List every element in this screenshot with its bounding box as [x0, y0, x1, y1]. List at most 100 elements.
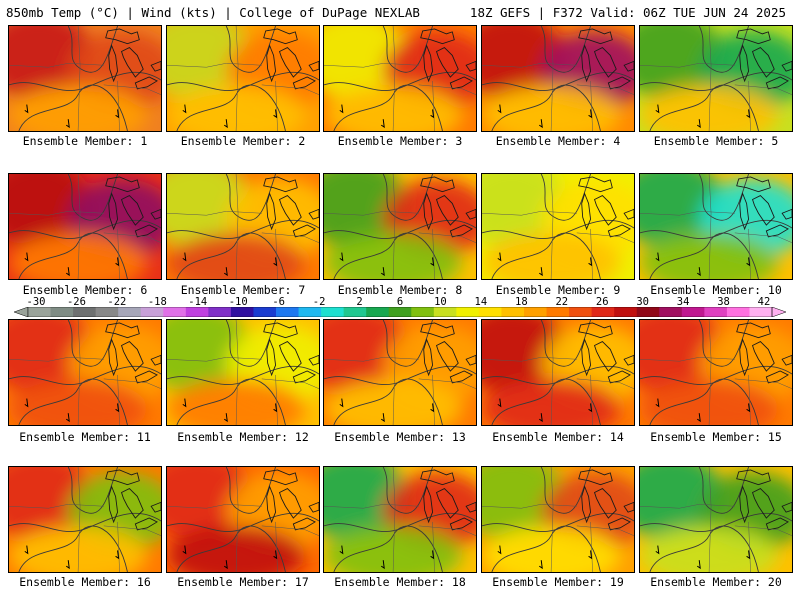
lake-outline — [308, 501, 319, 513]
state-border — [432, 521, 435, 572]
ensemble-member-map — [323, 173, 477, 280]
state-border — [77, 320, 81, 425]
colorbar-tick-label: 38 — [717, 296, 730, 308]
state-border — [418, 232, 476, 243]
colorbar-max-arrow — [771, 307, 786, 317]
contour-line — [382, 26, 433, 73]
ensemble-member-map — [166, 466, 320, 573]
lake-outline — [465, 208, 476, 220]
ensemble-member-label: Ensemble Member: 8 — [337, 283, 463, 297]
contour-line — [176, 378, 286, 425]
state-border — [103, 525, 161, 536]
contour-line — [67, 320, 118, 367]
state-border — [708, 174, 712, 279]
lake-outline — [108, 192, 119, 231]
lake-outline — [266, 44, 277, 83]
wind-barb — [696, 560, 701, 570]
colorbar-labels: -30 -26 -22 -18 -14 -10 -6 -2 2 6 10 14 18 22 26 30 34 38… — [0, 296, 800, 308]
contour-line — [225, 467, 276, 514]
ensemble-member-map — [8, 25, 162, 132]
state-border — [590, 521, 593, 572]
ensemble-member-map — [323, 25, 477, 132]
colorbar-segment — [591, 307, 615, 317]
colorbar-segment — [659, 307, 683, 317]
state-border — [117, 228, 120, 279]
ensemble-member-label: Ensemble Member: 18 — [334, 575, 466, 589]
wind-barb — [115, 257, 120, 267]
wind-barb — [588, 257, 593, 267]
lake-outline — [578, 28, 613, 45]
wind-barb — [696, 413, 701, 423]
contour-line — [491, 378, 601, 425]
state-border — [77, 26, 81, 131]
wind-barb — [115, 403, 120, 413]
lake-outline — [105, 28, 140, 45]
ensemble-member-map — [481, 25, 635, 132]
colorbar-segment — [636, 307, 660, 317]
lake-outline — [105, 322, 140, 339]
state-border — [748, 80, 751, 131]
ensemble-member-map — [481, 319, 635, 426]
lake-outline — [581, 338, 592, 377]
contour-line — [698, 174, 749, 221]
colorbar-segment — [343, 307, 367, 317]
wind-barb — [24, 545, 29, 555]
ensemble-member-label: Ensemble Member: 11 — [19, 430, 151, 444]
wind-barb — [430, 550, 435, 560]
lake-outline — [465, 60, 476, 72]
colorbar-segment — [208, 307, 232, 317]
wind-barb — [273, 403, 278, 413]
chart-title-right: 18Z GEFS | F372 Valid: 06Z TUE JUN 24 20… — [469, 5, 786, 20]
lake-outline — [739, 485, 750, 524]
contour-line — [540, 320, 591, 367]
lake-outline — [150, 208, 161, 220]
contour-line — [67, 467, 118, 514]
contour-line — [382, 174, 433, 221]
colorbar-segment — [95, 307, 119, 317]
lake-outline — [150, 501, 161, 513]
lake-outline — [578, 322, 613, 339]
lake-outline — [278, 47, 302, 78]
lake-outline — [581, 192, 592, 231]
colorbar-segment — [298, 307, 322, 317]
lake-outline — [278, 341, 302, 372]
ensemble-member-map — [8, 319, 162, 426]
colorbar-segment — [433, 307, 457, 317]
contour-line — [225, 320, 276, 367]
ensemble-member-map — [481, 466, 635, 573]
state-border — [590, 374, 593, 425]
state-border — [432, 228, 435, 279]
lake-outline — [739, 192, 750, 231]
colorbar-segment — [28, 307, 52, 317]
state-border — [275, 80, 278, 131]
colorbar-tick-label: 14 — [474, 296, 488, 308]
state-border — [235, 26, 239, 131]
contour-line — [491, 232, 601, 279]
state-border — [324, 63, 419, 68]
lake-outline — [736, 28, 771, 45]
lake-outline — [581, 485, 592, 524]
state-border — [324, 211, 419, 216]
contour-line — [491, 84, 601, 131]
state-border — [324, 504, 419, 509]
wind-barb — [588, 403, 593, 413]
lake-outline — [578, 176, 613, 193]
colorbar-tick-label: 26 — [595, 296, 609, 308]
lake-outline — [308, 60, 319, 72]
lake-outline — [150, 354, 161, 366]
wind-barb — [746, 550, 751, 560]
state-border — [261, 378, 319, 389]
ensemble-member-label: Ensemble Member: 13 — [334, 430, 466, 444]
lake-outline — [278, 488, 302, 519]
ensemble-member-label: Ensemble Member: 6 — [22, 283, 148, 297]
wind-barb — [588, 550, 593, 560]
wind-barb — [339, 545, 344, 555]
wind-barb — [24, 398, 29, 408]
state-border — [9, 211, 104, 216]
state-border — [482, 63, 577, 68]
contour-line — [18, 525, 128, 572]
state-border — [392, 174, 396, 279]
colorbar-segment — [749, 307, 773, 317]
wind-barb — [115, 109, 120, 119]
state-border — [324, 357, 419, 362]
